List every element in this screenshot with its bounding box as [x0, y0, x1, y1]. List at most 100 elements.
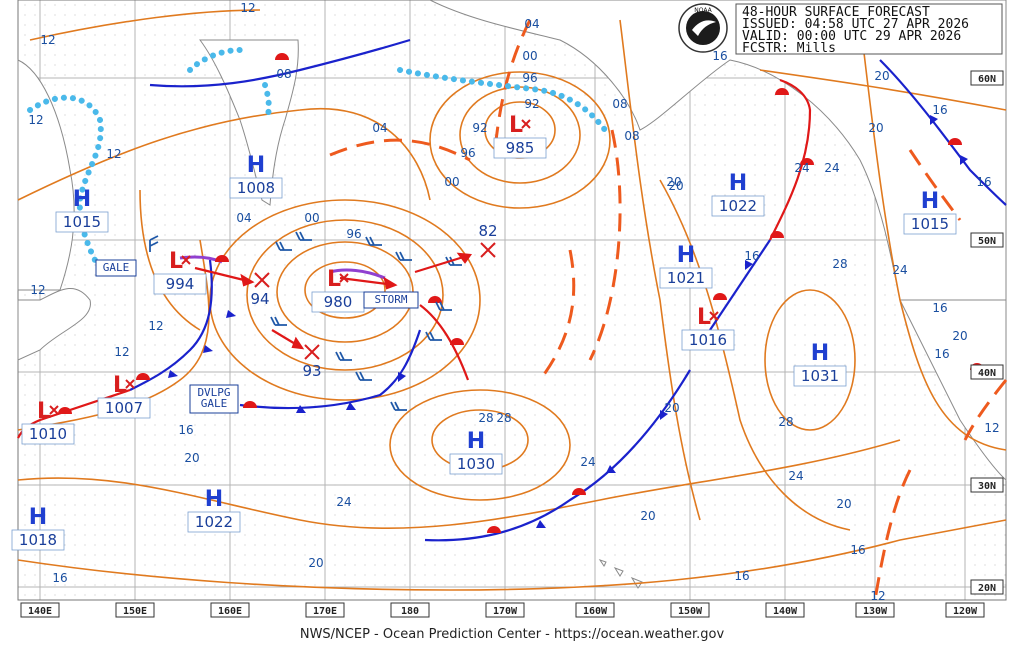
- warning-tag-box: [189, 384, 239, 414]
- header-valid: VALID: 00:00 UTC 29 APR 2026: [742, 29, 961, 44]
- longitude-label: 150E: [123, 606, 147, 617]
- pressure-value: 1015: [63, 213, 101, 231]
- longitude-label: 170E: [313, 606, 337, 617]
- pressure-value-box: [903, 213, 957, 235]
- north-america-coast: [899, 299, 1007, 482]
- pressure-value: 1010: [29, 425, 67, 443]
- asia-coast: [17, 59, 75, 291]
- longitude-label-box: [575, 602, 615, 618]
- coastlines: [17, 0, 1007, 589]
- high-pressure-symbol: H: [247, 153, 265, 178]
- pressure-value: 1018: [19, 531, 57, 549]
- forecast-position-x: [304, 344, 320, 360]
- cold-front-pip: [168, 370, 178, 378]
- pressure-value: 994: [166, 275, 195, 293]
- isobar-label: 28: [496, 411, 511, 425]
- isobar-label: 92: [524, 97, 539, 111]
- kamchatka-coast: [199, 39, 299, 206]
- cold-front-pip: [203, 345, 213, 353]
- warm-front-pip: [58, 407, 72, 414]
- isobar-label: 20: [836, 497, 851, 511]
- alaska-coast: [429, 0, 1007, 301]
- longitude-label-box: [210, 602, 250, 618]
- longitude-label: 150W: [678, 606, 703, 617]
- forecast-position-label: 82: [478, 222, 497, 240]
- wind-barbs: [149, 231, 462, 411]
- pressure-value-box: [493, 137, 547, 159]
- warning-tag-box: [95, 259, 137, 277]
- pressure-value: 980: [324, 293, 353, 311]
- longitude-label-box: [115, 602, 155, 618]
- warm-front-pip: [713, 293, 727, 300]
- cold-front-pip: [346, 402, 356, 410]
- pressure-value: 1031: [801, 367, 839, 385]
- cold-front-pip: [745, 260, 753, 270]
- pressure-value: 1016: [689, 331, 727, 349]
- ice-edge: [27, 47, 608, 273]
- isobar-label: 24: [794, 161, 809, 175]
- warning-tag-text: GALE: [201, 397, 228, 410]
- pressure-value: 1030: [457, 455, 495, 473]
- footer-credit: NWS/NCEP - Ocean Prediction Center - htt…: [300, 627, 725, 642]
- isobar-label: 28: [778, 415, 793, 429]
- cold-front-pip: [930, 115, 938, 125]
- isobar-label: 16: [178, 423, 193, 437]
- pressure-value-box: [659, 267, 713, 289]
- pressure-value: 1022: [719, 197, 757, 215]
- cold-front-pip: [660, 410, 668, 420]
- isobar-label: 12: [148, 319, 163, 333]
- latitude-label: 60N: [978, 74, 996, 85]
- low-center-mark: [125, 379, 135, 389]
- latitude-labels: 60N 50N 40N 30N 20N: [970, 70, 1004, 595]
- isobar-label: 20: [952, 329, 967, 343]
- isobar-label: 20: [664, 401, 679, 415]
- isobar-label: 96: [346, 227, 361, 241]
- isobar-label: 12: [870, 589, 885, 603]
- warm-front-pip: [136, 373, 150, 380]
- high-pressure-symbol: H: [467, 429, 485, 454]
- latitude-label-box: [970, 579, 1004, 595]
- front-symbols: [58, 53, 984, 533]
- isobar-label: 16: [932, 103, 947, 117]
- movement-arrows: [194, 252, 473, 350]
- longitude-label: 140E: [28, 606, 52, 617]
- pressure-value: 1021: [667, 269, 705, 287]
- warm-front-pip: [243, 401, 257, 408]
- high-pressure-symbol: H: [205, 487, 223, 512]
- isobar-label: 12: [106, 147, 121, 161]
- warm-front-pip: [775, 88, 789, 95]
- longitude-label: 120W: [953, 606, 978, 617]
- isobar-label: 16: [976, 175, 991, 189]
- warm-front-pip: [215, 255, 229, 262]
- longitude-label-box: [20, 602, 60, 618]
- isobar-label: 20: [874, 69, 889, 83]
- warm-front-pip: [428, 296, 442, 303]
- isobar-label: 28: [832, 257, 847, 271]
- header-title: 48-HOUR SURFACE FORECAST: [742, 5, 930, 20]
- pressure-value-box: [229, 177, 283, 199]
- latitude-label-box: [970, 232, 1004, 248]
- longitude-label: 170W: [493, 606, 518, 617]
- high-pressure-symbol: H: [921, 189, 939, 214]
- isobar-label: 16: [850, 543, 865, 557]
- latitude-label: 40N: [978, 368, 996, 379]
- warm-front-pip: [450, 338, 464, 345]
- isobar-label: 08: [276, 67, 291, 81]
- longitude-label-box: [305, 602, 345, 618]
- high-pressure-symbol: H: [73, 187, 91, 212]
- pressure-value-box: [187, 511, 241, 533]
- pressure-value-box: [793, 365, 847, 387]
- pressure-value-box: [153, 273, 207, 295]
- forecast-position-label: 93: [302, 362, 321, 380]
- forecast-position-x: [254, 272, 270, 288]
- isobar-label: 24: [580, 455, 595, 469]
- cold-front-pip: [398, 372, 406, 382]
- isobar-label: 24: [824, 161, 839, 175]
- latitude-label-box: [970, 477, 1004, 493]
- isobar-label: 08: [624, 129, 639, 143]
- longitude-labels: 140E 150E 160E 170E 180 170W 160W 150W 140W 130W 1…: [20, 602, 985, 618]
